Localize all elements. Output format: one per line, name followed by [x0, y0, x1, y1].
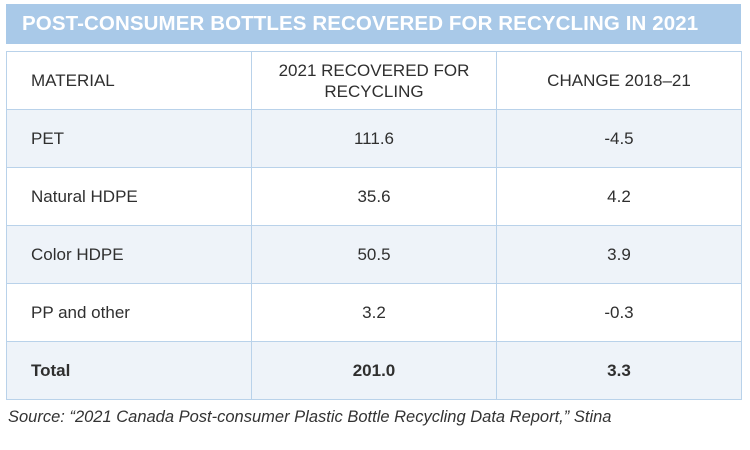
- cell-change: 4.2: [496, 167, 742, 226]
- cell-change: -4.5: [496, 109, 742, 168]
- table-total-row: Total 201.0 3.3: [6, 341, 742, 400]
- table-header-row: MATERIAL 2021 RECOVERED FOR RECYCLING CH…: [6, 51, 742, 110]
- header-material: MATERIAL: [6, 51, 252, 110]
- cell-recovered: 50.5: [251, 225, 497, 284]
- table-row: Natural HDPE 35.6 4.2: [6, 167, 742, 226]
- cell-change: 3.9: [496, 225, 742, 284]
- data-table: MATERIAL 2021 RECOVERED FOR RECYCLING CH…: [6, 51, 742, 400]
- source-note: Source: “2021 Canada Post-consumer Plast…: [8, 408, 612, 426]
- cell-recovered: 35.6: [251, 167, 497, 226]
- header-recovered: 2021 RECOVERED FOR RECYCLING: [251, 51, 497, 110]
- cell-material: Color HDPE: [6, 225, 252, 284]
- cell-material: Natural HDPE: [6, 167, 252, 226]
- cell-material: PP and other: [6, 283, 252, 342]
- cell-change: -0.3: [496, 283, 742, 342]
- cell-recovered: 3.2: [251, 283, 497, 342]
- table-row: Color HDPE 50.5 3.9: [6, 225, 742, 284]
- table-row: PET 111.6 -4.5: [6, 109, 742, 168]
- total-recovered: 201.0: [251, 341, 497, 400]
- data-table-container: MATERIAL 2021 RECOVERED FOR RECYCLING CH…: [6, 51, 742, 400]
- total-change: 3.3: [496, 341, 742, 400]
- header-change: CHANGE 2018–21: [496, 51, 742, 110]
- table-row: PP and other 3.2 -0.3: [6, 283, 742, 342]
- table-title: POST-CONSUMER BOTTLES RECOVERED FOR RECY…: [22, 12, 699, 35]
- total-label: Total: [6, 341, 252, 400]
- cell-material: PET: [6, 109, 252, 168]
- cell-recovered: 111.6: [251, 109, 497, 168]
- table-title-bar: POST-CONSUMER BOTTLES RECOVERED FOR RECY…: [6, 4, 741, 44]
